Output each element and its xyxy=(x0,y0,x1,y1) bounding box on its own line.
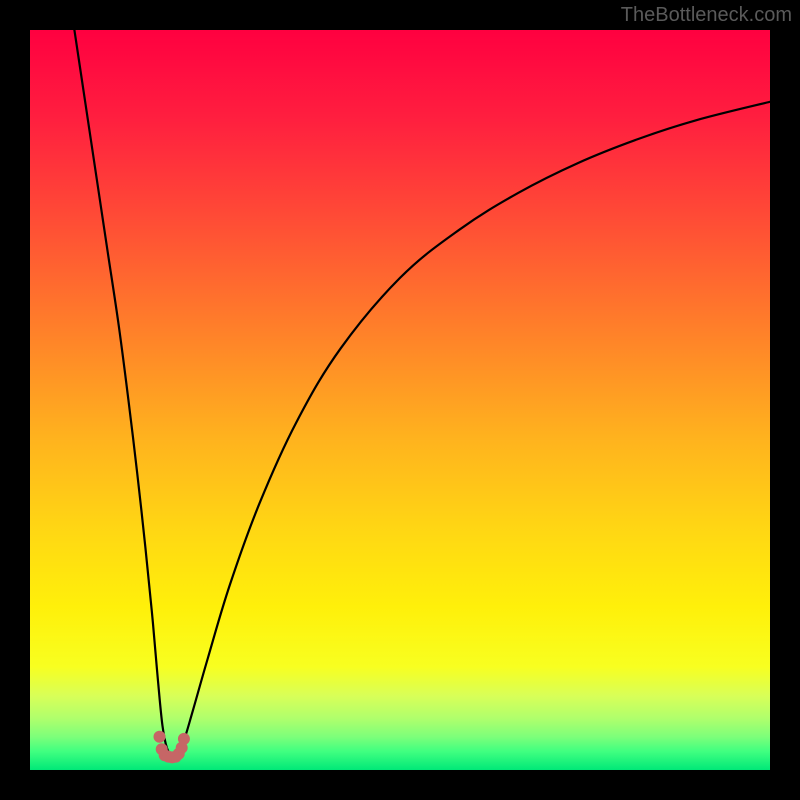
plot-background xyxy=(30,30,770,770)
watermark-text: TheBottleneck.com xyxy=(621,4,792,27)
figure-container: TheBottleneck.com xyxy=(0,0,800,800)
marker-point xyxy=(178,733,190,745)
bottleneck-chart xyxy=(0,0,800,800)
marker-point xyxy=(154,731,166,743)
